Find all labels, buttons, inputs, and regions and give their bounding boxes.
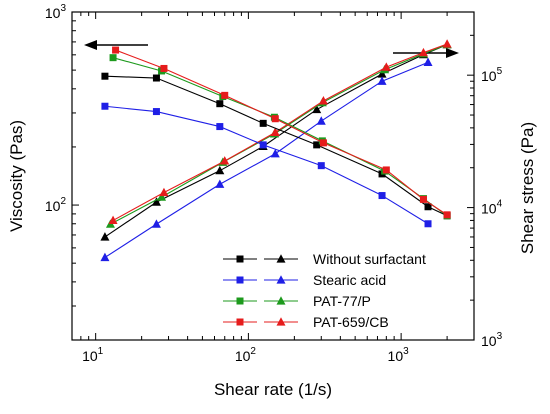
viscosity-point — [313, 141, 321, 149]
stress-point — [423, 57, 433, 66]
viscosity-point — [319, 139, 327, 147]
legend-label: Without surfactant — [313, 251, 426, 267]
plot-border — [71, 11, 475, 341]
viscosity-point — [216, 123, 224, 131]
viscosity-point — [101, 72, 109, 80]
stress-point — [159, 187, 169, 197]
stress-point — [100, 252, 110, 262]
axis-ticks — [72, 11, 474, 341]
y-right-tick-label: 103 — [481, 331, 503, 349]
stress-line — [110, 44, 448, 225]
x-tick-label: 103 — [388, 346, 410, 364]
stress-point — [377, 76, 387, 85]
viscosity-point — [378, 192, 386, 200]
x-tick-label: 101 — [82, 346, 104, 364]
x-tick-label: 102 — [235, 346, 257, 364]
viscosity-point — [221, 91, 229, 99]
viscosity-point — [112, 46, 120, 54]
stress-line — [104, 44, 448, 238]
viscosity-point — [259, 141, 267, 149]
right-y-axis-title: Shear stress (Pa) — [518, 122, 537, 254]
stress-line — [112, 43, 448, 221]
viscosity-point — [259, 119, 267, 127]
legend: Without surfactant Stearic acid PAT-77/P PA… — [223, 251, 426, 330]
stress-point — [215, 179, 225, 188]
stress-point — [270, 127, 280, 136]
stress-point — [442, 39, 452, 48]
x-axis-title: Shear rate (1/s) — [214, 380, 332, 399]
viscosity-direction-arrow — [84, 40, 148, 50]
y-right-tick-label: 105 — [481, 66, 503, 84]
viscosity-point — [419, 195, 427, 203]
legend-triangle-marker — [276, 254, 286, 263]
stress-point — [151, 219, 161, 228]
legend-triangle-marker — [276, 317, 286, 326]
y-right-tick-label: 104 — [481, 199, 503, 217]
legend-square-marker — [236, 255, 244, 263]
plot-frame — [71, 11, 475, 341]
legend-triangle-marker — [276, 296, 286, 305]
viscosity-point — [152, 74, 160, 82]
legend-entry: PAT-77/P — [223, 293, 371, 309]
stress-point — [108, 215, 118, 225]
viscosity-point — [109, 54, 117, 62]
left-y-axis-title: Viscosity (Pas) — [7, 120, 26, 232]
stress-point — [100, 232, 110, 241]
viscosity-point — [160, 64, 168, 72]
legend-label: Stearic acid — [313, 272, 386, 288]
stress-point — [157, 192, 167, 201]
series-layer — [100, 39, 452, 262]
legend-entry: PAT-659/CB — [223, 314, 389, 330]
stress-point — [312, 104, 322, 114]
legend-square-marker — [236, 297, 244, 305]
viscosity-series-stearic-acid — [101, 102, 432, 228]
legend-entry: Stearic acid — [223, 272, 386, 288]
stress-point — [381, 62, 391, 71]
stress-point — [377, 69, 387, 78]
stress-point — [418, 47, 428, 57]
viscosity-point — [216, 100, 224, 108]
viscosity-point — [101, 102, 109, 110]
shear-stress-direction-arrow — [393, 48, 459, 58]
stress-point — [316, 116, 326, 125]
legend-entry: Without surfactant — [223, 251, 426, 267]
legend-label: PAT-77/P — [313, 293, 371, 309]
stress-point — [318, 96, 328, 105]
stress-point — [220, 156, 230, 165]
stress-point — [270, 148, 280, 158]
stress-series-stearic-acid — [100, 57, 433, 262]
stress-series-pat-659-cb — [108, 39, 452, 225]
legend-triangle-marker — [276, 275, 286, 284]
y-left-tick-label: 102 — [45, 196, 67, 214]
legend-square-marker — [236, 276, 244, 284]
viscosity-point — [424, 203, 432, 211]
legend-square-marker — [236, 318, 244, 326]
viscosity-line — [115, 49, 448, 216]
viscosity-point — [152, 108, 160, 116]
stress-point — [151, 197, 161, 206]
viscosity-point — [443, 211, 451, 219]
viscosity-series-pat-659-cb — [112, 46, 451, 219]
viscosity-point — [382, 166, 390, 174]
tick-labels: 101 102 103 102 103 103 104 105 — [45, 3, 503, 364]
y-left-tick-label: 103 — [45, 3, 67, 21]
viscosity-point — [317, 162, 325, 170]
viscosity-point — [271, 115, 279, 123]
stress-point — [215, 165, 225, 175]
viscosity-point — [424, 220, 432, 228]
legend-label: PAT-659/CB — [313, 314, 389, 330]
